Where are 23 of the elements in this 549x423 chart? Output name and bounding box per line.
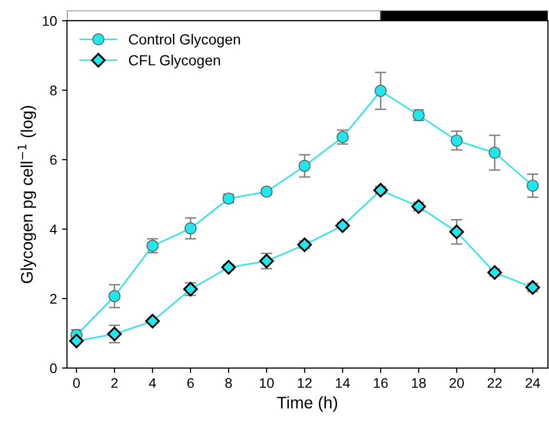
x-tick-label: 18: [412, 378, 426, 388]
legend-label: Control Glycogen: [128, 34, 240, 48]
x-tick-label: 6: [187, 378, 194, 388]
x-tick-label: 16: [374, 378, 388, 388]
x-tick-label: 0: [73, 378, 80, 388]
y-tick-label: 2: [50, 294, 57, 304]
y-tick-label: 6: [50, 154, 57, 165]
x-tick-label: 20: [450, 378, 464, 388]
y-tick-label: 8: [50, 86, 57, 96]
x-tick-label: 14: [336, 378, 350, 388]
y-tick-label: 0: [50, 363, 57, 374]
x-tick-label: 2: [111, 378, 118, 388]
legend-label: CFL Glycogen: [128, 54, 220, 68]
x-axis-title: Time (h): [277, 396, 338, 412]
y-axis-title: Glycogen pg cell$^{−1}$ (log): [18, 106, 36, 284]
x-tick-label: 24: [526, 378, 540, 388]
y-tick-label: 10: [42, 16, 57, 26]
x-tick-label: 22: [488, 378, 502, 388]
x-tick-label: 8: [225, 378, 232, 388]
x-tick-label: 10: [260, 378, 274, 388]
y-tick-label: 4: [50, 224, 57, 234]
x-tick-label: 4: [148, 378, 156, 388]
x-tick-label: 12: [298, 378, 312, 388]
